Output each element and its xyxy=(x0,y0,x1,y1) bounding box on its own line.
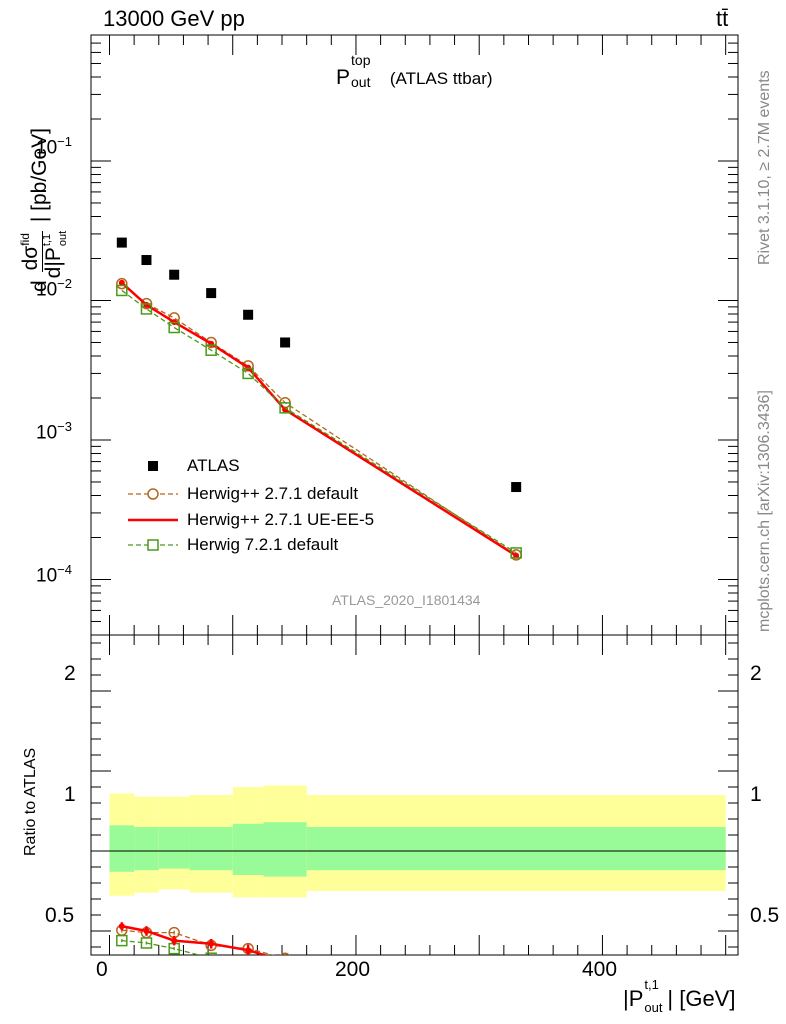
inner-band-bin xyxy=(189,827,233,871)
x-axis-label-post: | [GeV] xyxy=(667,986,736,1011)
y-axis-label-num-sup: fid xyxy=(18,233,32,246)
inner-band-bin xyxy=(232,823,264,875)
ratio-series-clipped xyxy=(116,922,521,970)
ratio-uncertainty-bands xyxy=(109,785,726,898)
series-marker xyxy=(116,284,128,297)
ratio-tick-05-left: 0.5 xyxy=(45,904,75,927)
inner-band-bin xyxy=(263,822,307,877)
mcplots-label: mcplots.cern.ch [arXiv:1306.3436] xyxy=(756,390,773,632)
y-axis-label-den: d|P xyxy=(42,247,65,279)
ratio-tick-2-left: 2 xyxy=(64,662,76,685)
plot-title-main: P xyxy=(336,66,351,89)
ratio-tick-1-left: 1 xyxy=(64,783,76,806)
y-axis-label-den-sub: out xyxy=(57,230,69,247)
ratio-marker xyxy=(208,940,215,947)
ratio-marker xyxy=(245,947,252,954)
series-marker xyxy=(245,364,252,371)
legend-entry-3: Herwig 7.2.1 default xyxy=(187,535,339,554)
ratio-series-line xyxy=(121,924,269,955)
legend-entry-2: Herwig++ 2.7.1 UE-EE-5 xyxy=(187,510,375,529)
x-tick-0: 0 xyxy=(96,958,108,981)
ratio-y-axis-label: Ratio to ATLAS xyxy=(22,747,39,856)
legend-marker xyxy=(147,539,159,551)
x-tick-200: 200 xyxy=(335,958,371,981)
plot-title-sup: top xyxy=(351,52,371,68)
y-tick-label-1e-3: 10−3 xyxy=(36,419,72,444)
y-axis-label-num: dσ xyxy=(19,245,42,271)
series-marker xyxy=(242,367,254,380)
ratio-marker xyxy=(118,923,125,930)
x-tick-400: 400 xyxy=(582,958,618,981)
plot-title-sub: out xyxy=(351,74,371,90)
legend-entry-1: Herwig++ 2.7.1 default xyxy=(187,484,359,503)
y-tick-label-1e-1: 10−1 xyxy=(36,134,72,159)
ratio-marker xyxy=(282,958,288,964)
ratio-marker xyxy=(280,958,290,968)
inner-band-bin xyxy=(109,825,135,872)
atlas-data-point xyxy=(511,482,522,493)
series-marker xyxy=(510,547,522,559)
legend-entry-0: ATLAS xyxy=(187,456,240,475)
ratio-series-line xyxy=(121,929,276,955)
ratio-series-line xyxy=(121,939,202,955)
series-marker xyxy=(279,402,291,414)
series-line xyxy=(121,289,517,554)
atlas-data-point xyxy=(169,269,180,280)
atlas-data-point xyxy=(280,337,291,348)
atlas-data-point xyxy=(141,255,152,266)
series-marker xyxy=(205,344,217,356)
atlas-data-point xyxy=(116,237,127,248)
ratio-marker xyxy=(143,928,150,934)
ratio-marker xyxy=(513,962,519,968)
main-axis-ticks xyxy=(91,34,738,636)
ratio-marker xyxy=(280,952,290,955)
series-marker xyxy=(116,277,128,290)
inner-band-bin xyxy=(158,827,190,869)
ratio-marker xyxy=(116,934,128,947)
ratio-tick-2-right: 2 xyxy=(750,662,762,685)
energy-label: 13000 GeV pp xyxy=(103,6,245,31)
ratio-tick-1-right: 1 xyxy=(750,783,762,806)
ratio-series-layer xyxy=(116,922,521,970)
ratio-panel-frame xyxy=(90,634,739,956)
ratio-marker xyxy=(243,956,253,966)
x-axis-label-sup: t,1 xyxy=(644,977,659,992)
inner-band-bin xyxy=(306,827,726,871)
ratio-marker xyxy=(511,960,521,970)
inner-band-bin xyxy=(134,827,159,871)
rivet-label: Rivet 3.1.10, ≥ 2.7M events xyxy=(756,70,773,265)
y-tick-label-1e-4: 10−4 xyxy=(36,562,72,587)
legend-marks xyxy=(128,461,178,551)
plot-title-suffix: (ATLAS ttbar) xyxy=(389,69,493,88)
y-tick-label-1e-2: 10−2 xyxy=(36,276,72,301)
ratio-marker xyxy=(205,952,217,955)
x-axis-label-pre: |P xyxy=(623,986,644,1011)
series-marker xyxy=(118,279,125,286)
ratio-marker xyxy=(140,937,153,949)
analysis-id: ATLAS_2020_I1801434 xyxy=(332,592,481,608)
process-label: tt̄ xyxy=(716,6,729,31)
atlas-data-point xyxy=(206,288,217,299)
ratio-marker xyxy=(511,958,521,968)
legend-atlas-marker xyxy=(148,461,158,471)
series-marker xyxy=(168,321,180,334)
ratio-tick-05-right: 0.5 xyxy=(750,904,780,927)
main-series-layer xyxy=(116,237,522,561)
series-marker xyxy=(205,336,217,349)
atlas-data-point xyxy=(243,309,254,320)
x-axis-label: |P t,1 out | [GeV] xyxy=(623,977,736,1015)
ratio-marker xyxy=(171,937,178,944)
x-axis-label-sub: out xyxy=(644,1000,663,1015)
series-marker xyxy=(140,303,153,315)
legend-marker xyxy=(147,488,159,500)
